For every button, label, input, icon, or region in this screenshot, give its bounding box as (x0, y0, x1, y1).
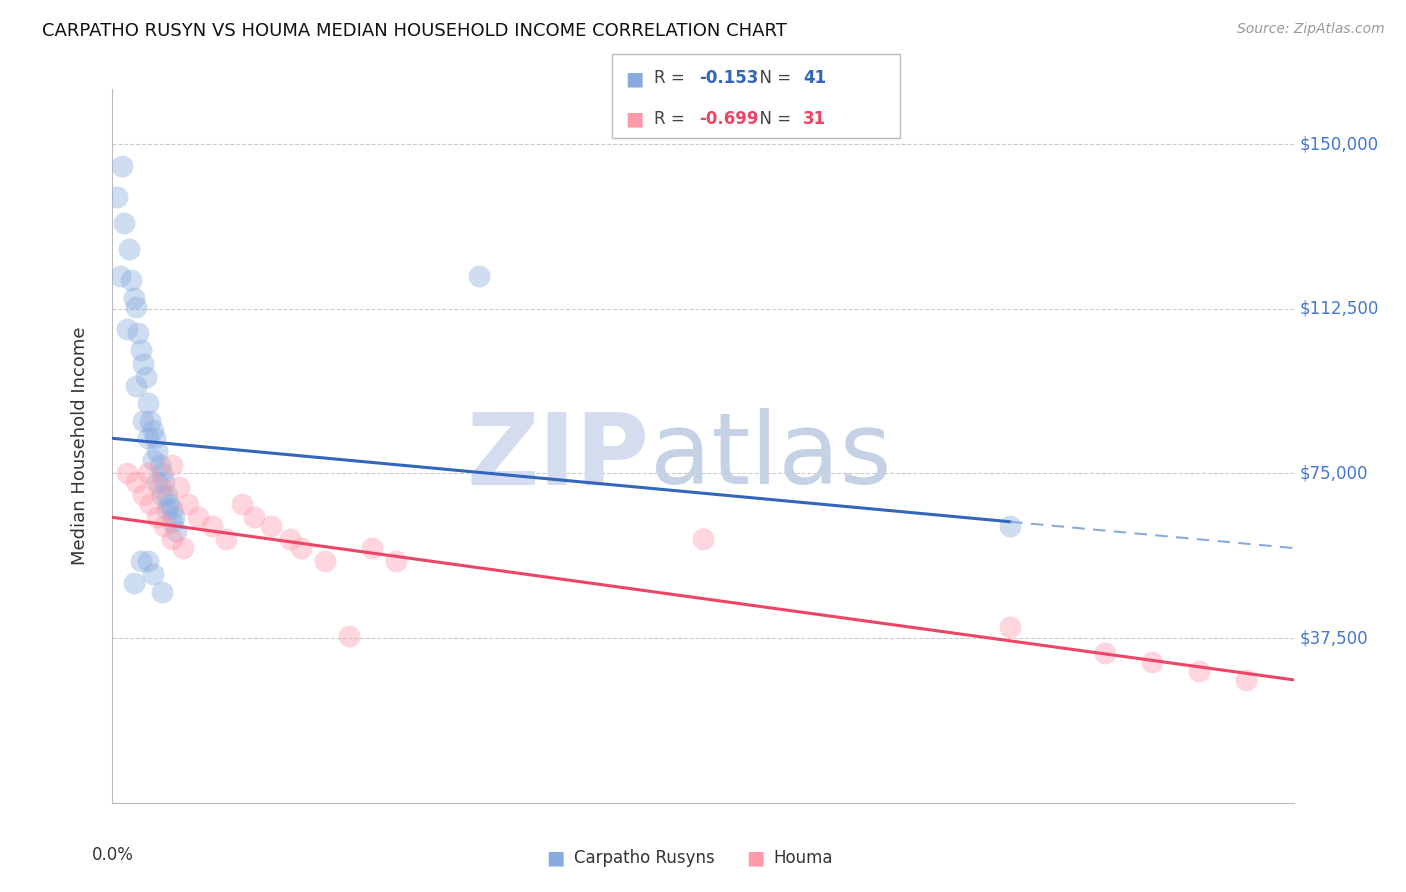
Point (150, 585, 173, 599)
Point (115, 467, 138, 481)
Point (160, 533, 183, 547)
Point (122, 576, 145, 591)
Point (146, 510, 169, 524)
Point (1094, 647, 1116, 661)
Text: 31: 31 (803, 110, 825, 128)
Point (149, 458, 172, 472)
Point (998, 519, 1021, 533)
Text: -0.699: -0.699 (699, 110, 758, 128)
Text: ■: ■ (626, 69, 644, 88)
Point (165, 524, 187, 538)
Point (125, 378, 148, 392)
Text: ■: ■ (626, 109, 644, 128)
Point (998, 620, 1021, 634)
Point (153, 519, 176, 533)
Text: $150,000: $150,000 (1299, 135, 1378, 153)
Point (136, 467, 159, 481)
Point (1188, 664, 1211, 678)
Point (160, 458, 183, 472)
Point (112, 216, 135, 230)
Point (1140, 655, 1163, 669)
Point (156, 488, 179, 502)
Point (157, 497, 180, 511)
Point (385, 554, 408, 568)
Point (136, 431, 159, 445)
Point (156, 501, 179, 516)
Text: Houma: Houma (773, 849, 832, 867)
Point (127, 326, 149, 340)
Point (692, 533, 714, 547)
Point (115, 321, 138, 335)
Point (125, 300, 148, 314)
Text: atlas: atlas (650, 409, 891, 505)
Point (118, 243, 141, 257)
Point (135, 369, 157, 384)
Text: $112,500: $112,500 (1299, 300, 1379, 318)
Text: $75,000: $75,000 (1299, 465, 1368, 483)
Point (361, 541, 384, 555)
Point (167, 480, 190, 494)
Point (132, 357, 155, 371)
Text: R =: R = (654, 70, 690, 87)
Point (129, 554, 152, 568)
Point (314, 554, 336, 568)
Point (146, 475, 169, 490)
Point (132, 414, 155, 428)
Point (149, 480, 172, 494)
Point (177, 497, 200, 511)
Point (125, 475, 148, 490)
Point (290, 541, 312, 555)
Point (1234, 673, 1257, 687)
Point (201, 519, 224, 533)
Point (160, 515, 183, 529)
Text: ■: ■ (745, 848, 765, 868)
Point (163, 510, 186, 524)
Point (139, 414, 162, 428)
Text: 41: 41 (803, 70, 825, 87)
Point (136, 554, 159, 568)
Text: R =: R = (654, 110, 690, 128)
Text: CARPATHO RUSYN VS HOUMA MEDIAN HOUSEHOLD INCOME CORRELATION CHART: CARPATHO RUSYN VS HOUMA MEDIAN HOUSEHOLD… (42, 22, 787, 40)
Point (108, 268, 131, 283)
Text: 0.0%: 0.0% (91, 846, 134, 863)
Point (143, 431, 166, 445)
Point (142, 567, 165, 582)
Point (160, 501, 183, 516)
Point (150, 488, 173, 502)
Text: Source: ZipAtlas.com: Source: ZipAtlas.com (1237, 22, 1385, 37)
Point (172, 541, 194, 555)
Point (139, 497, 162, 511)
Point (243, 510, 266, 524)
Point (142, 453, 165, 467)
Text: N =: N = (749, 110, 797, 128)
Point (150, 467, 173, 481)
Point (122, 291, 145, 305)
Point (146, 444, 169, 458)
Point (337, 629, 360, 643)
Text: -0.153: -0.153 (699, 70, 758, 87)
Point (136, 396, 159, 410)
Text: Carpatho Rusyns: Carpatho Rusyns (574, 849, 714, 867)
Point (231, 497, 253, 511)
Text: ZIP: ZIP (467, 409, 650, 505)
Point (132, 488, 155, 502)
Point (111, 159, 134, 173)
Point (186, 510, 208, 524)
Point (467, 268, 489, 283)
Point (260, 519, 283, 533)
Point (142, 423, 165, 437)
Point (120, 273, 142, 287)
Point (215, 533, 238, 547)
Text: N =: N = (749, 70, 797, 87)
Y-axis label: Median Household Income: Median Household Income (70, 326, 89, 566)
Point (153, 475, 176, 490)
Text: ■: ■ (546, 848, 565, 868)
Text: $37,500: $37,500 (1299, 629, 1368, 647)
Point (129, 343, 152, 358)
Point (278, 533, 301, 547)
Point (105, 190, 128, 204)
